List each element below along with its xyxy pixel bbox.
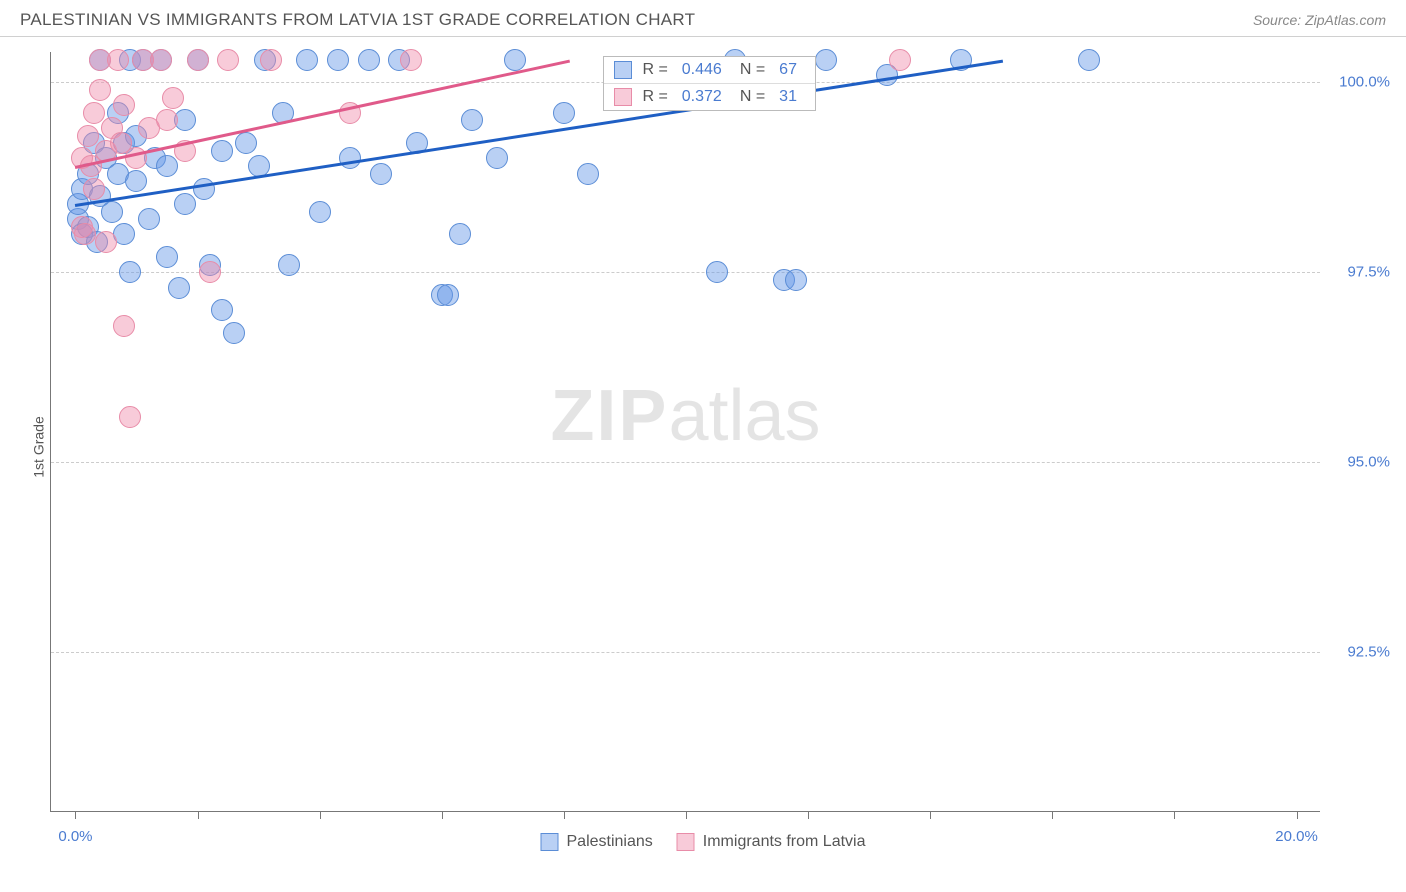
scatter-point bbox=[113, 94, 135, 116]
scatter-point bbox=[113, 315, 135, 337]
stats-r-value: 0.372 bbox=[682, 88, 722, 106]
scatter-point bbox=[89, 79, 111, 101]
scatter-point bbox=[400, 49, 422, 71]
x-tick-label: 0.0% bbox=[58, 828, 92, 845]
stats-n-value: 31 bbox=[779, 88, 797, 106]
scatter-point bbox=[101, 201, 123, 223]
legend-swatch bbox=[614, 61, 632, 79]
scatter-point bbox=[553, 102, 575, 124]
scatter-point bbox=[296, 49, 318, 71]
scatter-point bbox=[174, 193, 196, 215]
scatter-point bbox=[150, 49, 172, 71]
scatter-point bbox=[83, 178, 105, 200]
x-tick bbox=[75, 811, 76, 819]
scatter-point bbox=[95, 231, 117, 253]
scatter-point bbox=[437, 284, 459, 306]
scatter-point bbox=[260, 49, 282, 71]
scatter-point bbox=[193, 178, 215, 200]
scatter-point bbox=[223, 322, 245, 344]
x-tick bbox=[564, 811, 565, 819]
x-tick bbox=[808, 811, 809, 819]
stats-row: R = 0.372 N = 31 bbox=[604, 84, 815, 110]
stats-box: R = 0.446 N = 67 R = 0.372 N = 31 bbox=[603, 56, 816, 111]
y-tick-label: 100.0% bbox=[1330, 74, 1390, 91]
x-tick bbox=[1174, 811, 1175, 819]
scatter-point bbox=[504, 49, 526, 71]
stats-n-value: 67 bbox=[779, 61, 797, 79]
scatter-point bbox=[577, 163, 599, 185]
scatter-point bbox=[1078, 49, 1100, 71]
x-tick bbox=[1297, 811, 1298, 819]
scatter-point bbox=[309, 201, 331, 223]
x-tick bbox=[198, 811, 199, 819]
scatter-point bbox=[706, 261, 728, 283]
legend-label: Immigrants from Latvia bbox=[703, 833, 866, 851]
scatter-point bbox=[211, 299, 233, 321]
scatter-point bbox=[156, 109, 178, 131]
gridline bbox=[51, 462, 1320, 463]
stats-n-label: N = bbox=[740, 88, 765, 106]
gridline bbox=[51, 652, 1320, 653]
watermark-zip: ZIP bbox=[550, 376, 668, 456]
scatter-point bbox=[815, 49, 837, 71]
y-tick-label: 97.5% bbox=[1330, 264, 1390, 281]
legend-item: Palestinians bbox=[541, 833, 653, 851]
chart-title: PALESTINIAN VS IMMIGRANTS FROM LATVIA 1S… bbox=[20, 10, 695, 30]
scatter-point bbox=[83, 102, 105, 124]
scatter-point bbox=[162, 87, 184, 109]
stats-row: R = 0.446 N = 67 bbox=[604, 57, 815, 84]
chart-source: Source: ZipAtlas.com bbox=[1253, 12, 1386, 28]
scatter-point bbox=[119, 406, 141, 428]
x-tick bbox=[930, 811, 931, 819]
scatter-point bbox=[199, 261, 221, 283]
scatter-point bbox=[339, 147, 361, 169]
x-tick bbox=[442, 811, 443, 819]
chart-header: PALESTINIAN VS IMMIGRANTS FROM LATVIA 1S… bbox=[0, 0, 1406, 37]
x-tick-label: 20.0% bbox=[1275, 828, 1318, 845]
legend-label: Palestinians bbox=[567, 833, 653, 851]
watermark: ZIPatlas bbox=[550, 375, 820, 457]
legend-swatch bbox=[614, 88, 632, 106]
scatter-point bbox=[125, 170, 147, 192]
bottom-legend: Palestinians Immigrants from Latvia bbox=[541, 833, 866, 851]
scatter-point bbox=[358, 49, 380, 71]
scatter-point bbox=[107, 49, 129, 71]
chart-container: 1st Grade ZIPatlas 92.5%95.0%97.5%100.0%… bbox=[0, 37, 1406, 857]
x-tick bbox=[1052, 811, 1053, 819]
gridline bbox=[51, 272, 1320, 273]
scatter-point bbox=[74, 223, 96, 245]
stats-r-value: 0.446 bbox=[682, 61, 722, 79]
scatter-point bbox=[156, 246, 178, 268]
x-tick bbox=[686, 811, 687, 819]
scatter-point bbox=[785, 269, 807, 291]
scatter-point bbox=[138, 208, 160, 230]
scatter-point bbox=[327, 49, 349, 71]
scatter-point bbox=[156, 155, 178, 177]
scatter-point bbox=[486, 147, 508, 169]
y-axis-label: 1st Grade bbox=[31, 416, 47, 477]
scatter-point bbox=[187, 49, 209, 71]
scatter-point bbox=[889, 49, 911, 71]
legend-swatch bbox=[677, 833, 695, 851]
scatter-point bbox=[449, 223, 471, 245]
legend-swatch bbox=[541, 833, 559, 851]
scatter-point bbox=[77, 125, 99, 147]
stats-r-label: R = bbox=[642, 88, 667, 106]
scatter-point bbox=[235, 132, 257, 154]
scatter-point bbox=[211, 140, 233, 162]
x-tick bbox=[320, 811, 321, 819]
watermark-atlas: atlas bbox=[668, 376, 820, 456]
scatter-point bbox=[168, 277, 190, 299]
scatter-point bbox=[119, 261, 141, 283]
scatter-point bbox=[370, 163, 392, 185]
stats-r-label: R = bbox=[642, 61, 667, 79]
y-tick-label: 95.0% bbox=[1330, 454, 1390, 471]
legend-item: Immigrants from Latvia bbox=[677, 833, 866, 851]
stats-n-label: N = bbox=[740, 61, 765, 79]
scatter-point bbox=[278, 254, 300, 276]
scatter-point bbox=[461, 109, 483, 131]
y-tick-label: 92.5% bbox=[1330, 644, 1390, 661]
plot-area: ZIPatlas 92.5%95.0%97.5%100.0%0.0%20.0%R… bbox=[50, 52, 1320, 812]
scatter-point bbox=[217, 49, 239, 71]
